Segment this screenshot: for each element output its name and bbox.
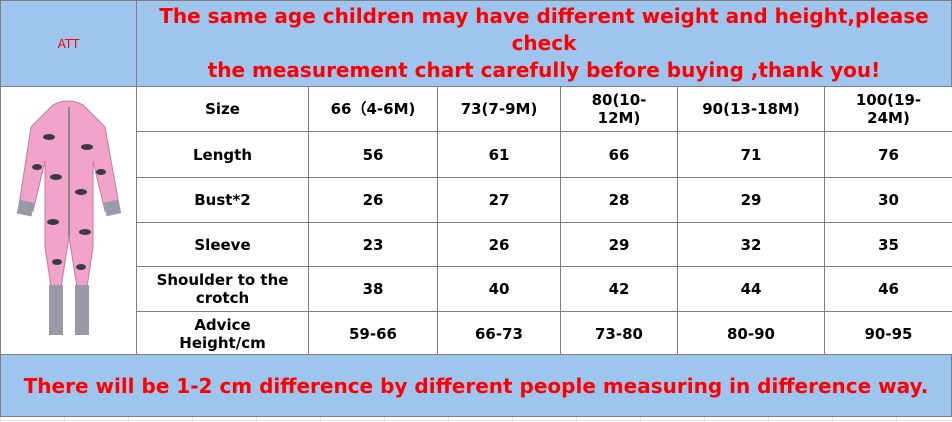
cell: 23: [308, 222, 438, 267]
size-header: 100(19-24M): [824, 86, 952, 132]
size-header: 73(7-9M): [437, 86, 561, 132]
cell: 29: [677, 177, 825, 223]
cell: 44: [677, 266, 825, 312]
cell: 35: [824, 222, 952, 267]
table-row: Length 56 61 66 71 76: [136, 131, 952, 178]
cell: 30: [824, 177, 952, 223]
row-label: Bust*2: [136, 177, 309, 223]
cell: 61: [437, 131, 561, 178]
cell: 90-95: [824, 311, 952, 356]
product-image: [0, 86, 137, 355]
row-label: Shoulder to the crotch: [136, 266, 309, 312]
title-line: The same age children may have different…: [159, 4, 929, 55]
cell: 73-80: [560, 311, 678, 356]
row-label: Advice Height/cm: [136, 311, 309, 356]
header-title: The same age children may have different…: [136, 0, 952, 87]
cell: 29: [560, 222, 678, 267]
row-label: Length: [136, 131, 309, 178]
footer-note: There will be 1-2 cm difference by diffe…: [0, 354, 952, 417]
cell: 28: [560, 177, 678, 223]
cell: 38: [308, 266, 438, 312]
size-header: 80(10-12M): [560, 86, 678, 132]
table-row: Bust*2 26 27 28 29 30: [136, 177, 952, 223]
cell: 40: [437, 266, 561, 312]
table-row: Shoulder to the crotch 38 40 42 44 46: [136, 266, 952, 312]
size-table: Size 66（4-6M) 73(7-9M) 80(10-12M) 90(13-18M)…: [136, 86, 952, 356]
row-label: Sleeve: [136, 222, 309, 267]
romper-illustration: [16, 100, 122, 335]
cell: 66: [560, 131, 678, 178]
size-header: 90(13-18M): [677, 86, 825, 132]
table-row: Advice Height/cm 59-66 66-73 73-80 80-90 90-9…: [136, 311, 952, 356]
title-line: the measurement chart carefully before b…: [207, 58, 881, 82]
cell: 46: [824, 266, 952, 312]
cell: 32: [677, 222, 825, 267]
table-row: Size 66（4-6M) 73(7-9M) 80(10-12M) 90(13-18M)…: [136, 86, 952, 132]
cell: 80-90: [677, 311, 825, 356]
cell: 26: [308, 177, 438, 223]
cell: 26: [437, 222, 561, 267]
cell: 42: [560, 266, 678, 312]
cell: 27: [437, 177, 561, 223]
cell: 59-66: [308, 311, 438, 356]
size-header: 66（4-6M): [308, 86, 438, 132]
cell: 76: [824, 131, 952, 178]
att-cell: ATT: [0, 0, 137, 87]
cell: 56: [308, 131, 438, 178]
cell: 71: [677, 131, 825, 178]
row-label: Size: [136, 86, 309, 132]
table-row: Sleeve 23 26 29 32 35: [136, 222, 952, 267]
cell: 66-73: [437, 311, 561, 356]
